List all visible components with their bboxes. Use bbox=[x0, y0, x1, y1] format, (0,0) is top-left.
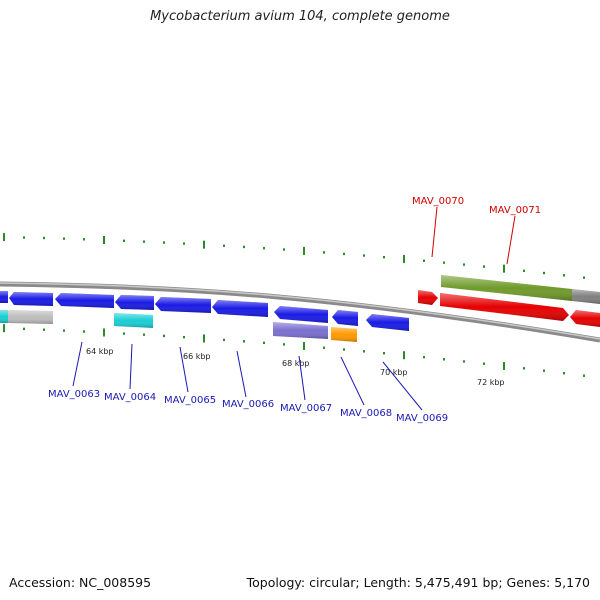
genome-backbone-highlight bbox=[0, 282, 600, 340]
genome-summary-text: Topology: circular; Length: 5,475,491 bp… bbox=[246, 575, 590, 590]
scale-label: 70 kbp bbox=[380, 368, 408, 377]
gene-feature[interactable] bbox=[440, 293, 569, 321]
gene-label-mav-0071[interactable]: MAV_0071 bbox=[489, 205, 541, 216]
gene-feature[interactable] bbox=[418, 290, 438, 305]
gene-feature[interactable] bbox=[115, 295, 154, 310]
gene-feature[interactable] bbox=[366, 314, 409, 331]
gene-feature[interactable] bbox=[331, 327, 357, 342]
outer-tick-row bbox=[3, 233, 585, 279]
gene-label-mav-0065[interactable]: MAV_0065 bbox=[164, 395, 216, 406]
scale-label: 72 kbp bbox=[477, 378, 505, 387]
gene-feature[interactable] bbox=[55, 293, 114, 308]
label-leaders-red bbox=[431, 206, 516, 265]
gene-feature[interactable] bbox=[8, 310, 53, 324]
gene-feature[interactable] bbox=[155, 297, 211, 313]
label-leaders bbox=[72, 341, 423, 411]
gene-feature[interactable] bbox=[9, 292, 53, 306]
gene-feature[interactable] bbox=[570, 310, 600, 327]
gene-label-mav-0064[interactable]: MAV_0064 bbox=[104, 392, 156, 403]
gene-feature[interactable] bbox=[441, 275, 572, 301]
inner-tick-row bbox=[3, 324, 585, 377]
gene-feature[interactable] bbox=[0, 310, 8, 323]
scale-label: 66 kbp bbox=[183, 352, 211, 361]
gene-label-mav-0066[interactable]: MAV_0066 bbox=[222, 399, 274, 410]
gene-feature[interactable] bbox=[273, 322, 328, 339]
gene-label-mav-0063[interactable]: MAV_0063 bbox=[48, 389, 100, 400]
gene-feature[interactable] bbox=[0, 291, 8, 303]
genome-backbone bbox=[0, 281, 600, 343]
map-title: Mycobacterium avium 104, complete genome bbox=[150, 9, 450, 24]
scale-label: 64 kbp bbox=[86, 347, 114, 356]
gene-feature[interactable] bbox=[212, 300, 268, 317]
gene-feature[interactable] bbox=[572, 289, 600, 304]
gene-feature[interactable] bbox=[114, 313, 153, 328]
gene-label-mav-0069[interactable]: MAV_0069 bbox=[396, 413, 448, 424]
gene-label-mav-0067[interactable]: MAV_0067 bbox=[280, 403, 332, 414]
gene-label-mav-0068[interactable]: MAV_0068 bbox=[340, 408, 392, 419]
accession-text: Accession: NC_008595 bbox=[9, 575, 152, 590]
gene-feature[interactable] bbox=[274, 306, 328, 323]
scale-label: 68 kbp bbox=[282, 359, 310, 368]
gene-feature[interactable] bbox=[332, 310, 358, 326]
gene-label-mav-0070[interactable]: MAV_0070 bbox=[412, 196, 464, 207]
